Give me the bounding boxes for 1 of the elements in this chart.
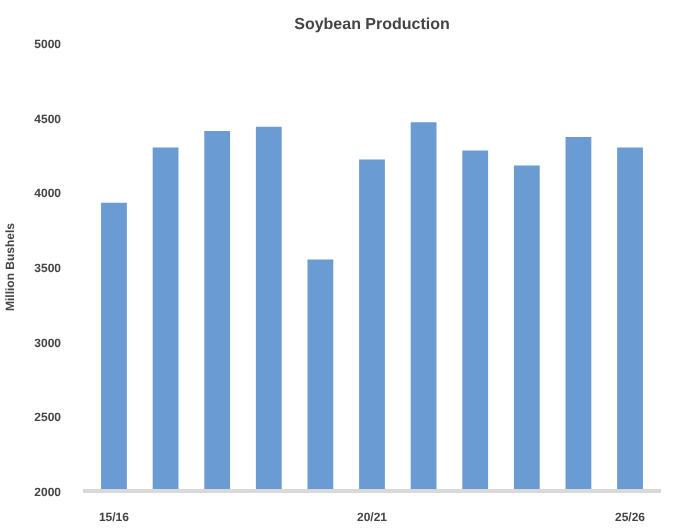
chart-title: Soybean Production [294, 15, 451, 33]
